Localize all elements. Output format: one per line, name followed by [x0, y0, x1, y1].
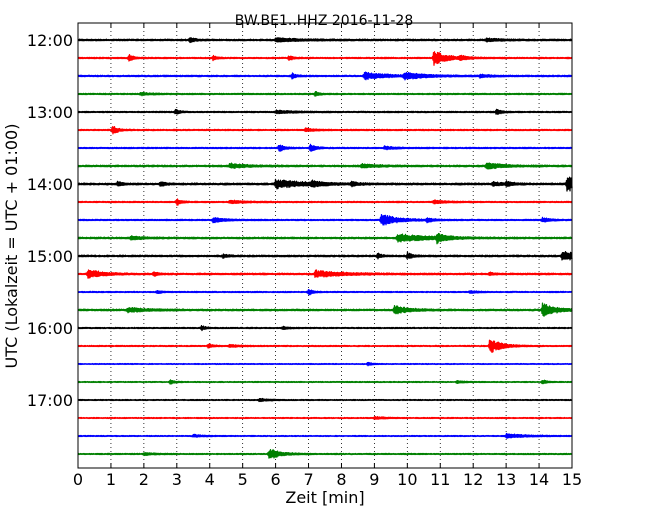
- trace-line: [77, 361, 573, 367]
- y-axis-label: UTC (Lokalzeit = UTC + 01:00): [2, 124, 21, 369]
- trace-line: [77, 213, 573, 226]
- x-tick-label: 7: [303, 470, 313, 489]
- trace-line: [77, 143, 573, 152]
- y-tick-label: 17:00: [27, 391, 73, 410]
- trace-line: [77, 432, 573, 439]
- y-tick-label: 15:00: [27, 247, 73, 266]
- x-tick-label: 5: [238, 470, 248, 489]
- x-tick-label: 12: [463, 470, 483, 489]
- trace-line: [77, 126, 573, 135]
- trace-line: [77, 339, 573, 353]
- x-tick-label: 15: [562, 470, 582, 489]
- x-tick-label: 11: [430, 470, 450, 489]
- x-tick-label: 4: [205, 470, 215, 489]
- trace-line: [77, 302, 573, 317]
- y-tick-label: 12:00: [27, 31, 73, 50]
- plot-frame: [77, 22, 573, 469]
- x-tick-label: 0: [73, 470, 83, 489]
- x-tick-label: 13: [496, 470, 516, 489]
- x-tick-label: 2: [139, 470, 149, 489]
- y-tick-label: 14:00: [27, 175, 73, 194]
- y-tick-label: 16:00: [27, 319, 73, 338]
- trace-line: [77, 162, 573, 170]
- x-tick-label: 10: [397, 470, 417, 489]
- trace-line: [77, 176, 573, 192]
- vertical-grid: [110, 23, 540, 468]
- x-tick-label: 14: [529, 470, 549, 489]
- trace-line: [77, 269, 573, 279]
- trace-line: [77, 449, 573, 459]
- x-tick-label: 1: [106, 470, 116, 489]
- trace-line: [77, 108, 573, 115]
- x-tick-label: 6: [271, 470, 281, 489]
- chart-title: BW.BE1..HHZ 2016-11-28: [235, 13, 414, 29]
- seismogram-traces: [77, 37, 573, 459]
- x-axis-label: Zeit [min]: [285, 488, 364, 507]
- x-tick-label: 8: [336, 470, 346, 489]
- trace-line: [77, 325, 573, 332]
- trace-line: [77, 397, 573, 403]
- trace-line: [77, 415, 573, 420]
- trace-line: [77, 250, 573, 261]
- trace-line: [77, 90, 573, 97]
- trace-line: [77, 379, 573, 385]
- trace-line: [77, 51, 573, 66]
- trace-line: [77, 37, 573, 44]
- trace-line: [77, 198, 573, 206]
- x-tick-label: 9: [369, 470, 379, 489]
- trace-line: [77, 288, 573, 296]
- axis-ticks: 0 1 2 3 4 5 6 7 8 9 10 11 12 13 14 1512:0013:0014:0015:…: [27, 23, 582, 489]
- y-tick-label: 13:00: [27, 103, 73, 122]
- x-tick-label: 3: [172, 470, 182, 489]
- trace-line: [77, 71, 573, 81]
- trace-line: [77, 232, 573, 245]
